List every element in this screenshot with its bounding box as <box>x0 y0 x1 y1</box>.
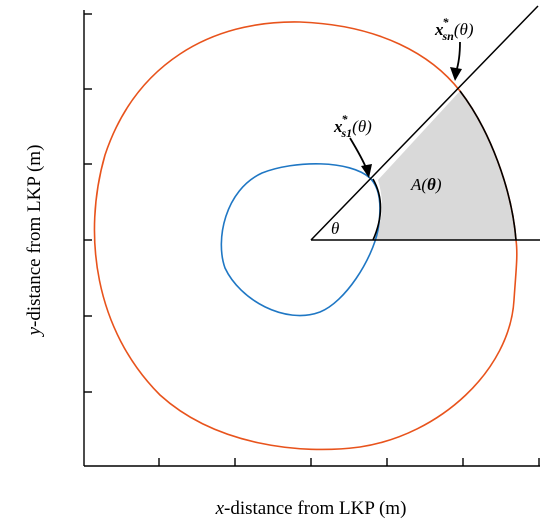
outer-point-arrow <box>450 41 462 81</box>
axes <box>83 10 540 467</box>
rays <box>310 5 540 241</box>
y-axis-title: y-distance from LKP (m) <box>24 145 45 338</box>
inner-contour <box>220 163 381 317</box>
shaded-region-inner-arc <box>372 178 382 241</box>
inner-point-arrow <box>349 137 372 178</box>
y-axis-ticks <box>84 13 92 393</box>
shaded-region-outer-arc <box>459 90 517 241</box>
inner-point-label: x* s1(θ) <box>333 112 372 140</box>
area-label: A(θ) <box>410 175 442 194</box>
x-axis-ticks <box>158 458 540 466</box>
shaded-region-a-theta <box>373 91 516 240</box>
angle-theta-label: θ <box>331 219 339 238</box>
outer-point-label: x* sn(θ) <box>434 15 474 43</box>
x-axis-title: x-distance from LKP (m) <box>215 498 407 519</box>
angled-ray <box>310 5 539 241</box>
outer-contour <box>93 21 518 451</box>
